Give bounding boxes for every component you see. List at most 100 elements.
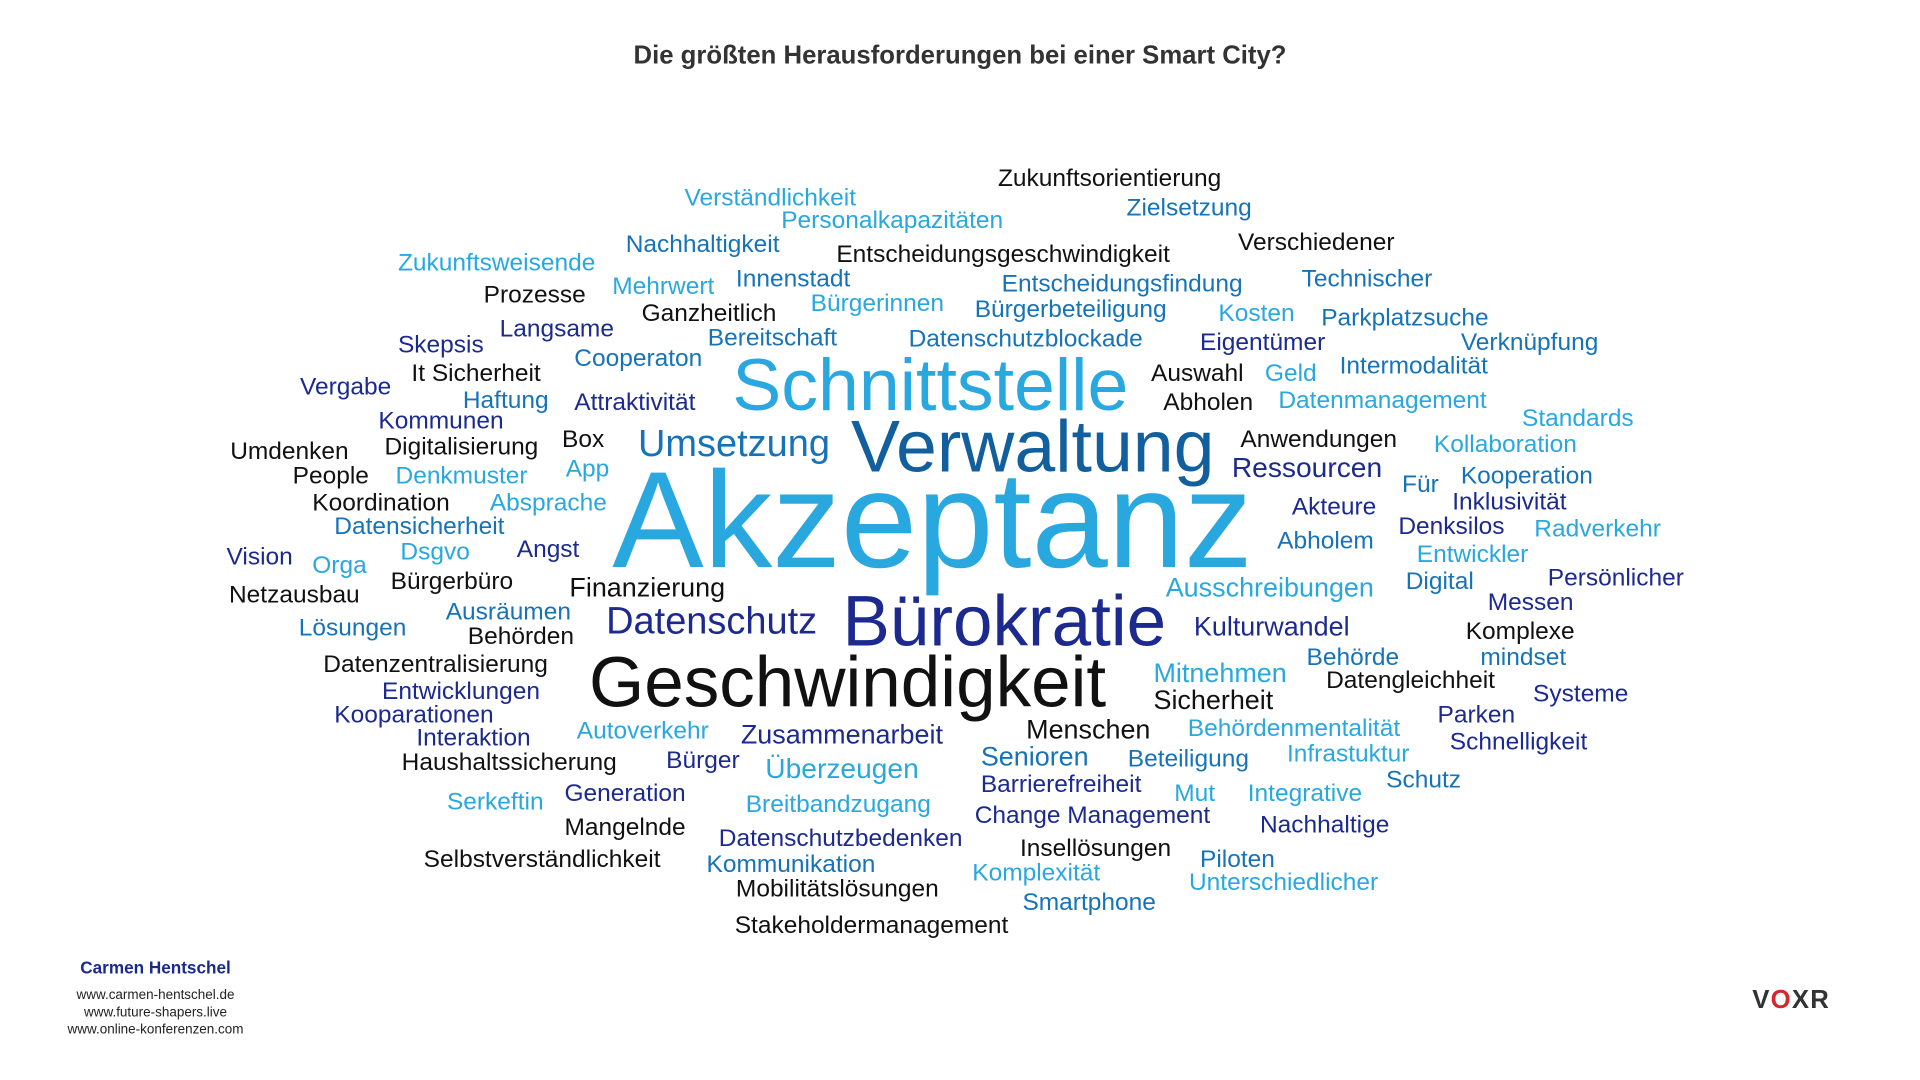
cloud-word: Interaktion — [416, 724, 531, 752]
cloud-word: Kosten — [1218, 300, 1295, 327]
cloud-word: Ressourcen — [1231, 451, 1383, 484]
cloud-word: Denkmuster — [395, 462, 528, 490]
cloud-word: Technischer — [1301, 265, 1433, 293]
cloud-word: Verknüpfung — [1460, 329, 1599, 357]
author-links: www.carmen-hentschel.de www.future-shape… — [0, 987, 311, 1038]
cloud-word: Nachhaltige — [1260, 811, 1390, 839]
cloud-word: mindset — [1480, 644, 1567, 672]
cloud-word: Barrierefreiheit — [980, 771, 1142, 799]
cloud-word: Generation — [564, 780, 686, 807]
cloud-word: Umdenken — [230, 438, 349, 466]
cloud-word: Digital — [1405, 568, 1474, 596]
cloud-word: Entwickler — [1416, 541, 1529, 569]
cloud-word: Haftung — [462, 386, 549, 414]
cloud-word: Denksilos — [1398, 513, 1505, 541]
cloud-word: Behörden — [467, 623, 574, 651]
cloud-word: Prozesse — [483, 281, 586, 309]
url-link[interactable]: www.future-shapers.live — [84, 1005, 228, 1021]
cloud-word: Anwendungen — [1240, 426, 1398, 454]
cloud-word: Entwicklungen — [382, 678, 540, 706]
cloud-word: Dsgvo — [400, 538, 470, 566]
cloud-word: Autoverkehr — [576, 717, 709, 745]
cloud-word: Bürgerbeteiligung — [974, 296, 1167, 324]
cloud-word: Kulturwandel — [1193, 611, 1350, 642]
cloud-word: Komplexität — [972, 859, 1101, 887]
cloud-word: Standards — [1522, 405, 1634, 433]
cloud-word: Kommunen — [378, 407, 504, 435]
cloud-word: Ganzheitlich — [641, 300, 777, 327]
cloud-word: Parken — [1437, 701, 1516, 729]
cloud-word: Kollaboration — [1433, 431, 1577, 458]
cloud-word: Entscheidungsfindung — [1001, 270, 1243, 298]
cloud-word: Digitalisierung — [384, 433, 539, 461]
cloud-word: Messen — [1487, 588, 1574, 616]
cloud-word: Sicherheit — [1153, 684, 1274, 716]
cloud-word: Nachhaltigkeit — [625, 231, 780, 259]
cloud-word: Menschen — [1026, 713, 1151, 745]
cloud-word: Datenzentralisierung — [323, 651, 548, 679]
cloud-word: Mobilitätslösungen — [735, 875, 939, 903]
cloud-word: Akzeptanz — [612, 443, 1253, 597]
cloud-word: Zusammenarbeit — [740, 718, 943, 750]
cloud-word: Umsetzung — [637, 421, 830, 465]
cloud-word: Haushaltssicherung — [401, 749, 617, 777]
cloud-word: Orga — [312, 552, 367, 580]
cloud-word: Entscheidungsgeschwindigkeit — [836, 241, 1170, 269]
cloud-word: Breitbandzugang — [745, 791, 931, 818]
cloud-word: Überzeugen — [765, 752, 919, 785]
cloud-word: Abholem — [1277, 527, 1374, 555]
cloud-word: Bürgerinnen — [810, 290, 945, 318]
voxr-logo: VOXR — [1752, 985, 1831, 1014]
cloud-word: Insellösungen — [1020, 835, 1172, 863]
cloud-word: Bürger — [666, 746, 740, 774]
cloud-word: Datenschutzblockade — [908, 325, 1143, 353]
cloud-word: Verschiedener — [1237, 228, 1395, 256]
cloud-word: Bereitschaft — [707, 324, 838, 352]
cloud-word: Zielsetzung — [1126, 194, 1252, 222]
cloud-word: Skepsis — [397, 331, 484, 359]
cloud-word: People — [292, 462, 369, 490]
author-name: Carmen Hentschel — [80, 957, 231, 978]
cloud-word: Smartphone — [1022, 888, 1156, 916]
cloud-word: Schnelligkeit — [1449, 728, 1588, 756]
cloud-word: Mitnehmen — [1153, 657, 1287, 689]
cloud-word: Geschwindigkeit — [588, 642, 1107, 723]
cloud-word: Datengleichheit — [1326, 667, 1495, 695]
cloud-word: Mut — [1174, 780, 1216, 807]
cloud-word: Personalkapazitäten — [781, 206, 1004, 234]
cloud-word: Komplexe — [1465, 618, 1575, 646]
cloud-word: Datensicherheit — [334, 513, 505, 541]
slide-title: Die größten Herausforderungen bei einer … — [633, 41, 1287, 70]
cloud-word: Parkplatzsuche — [1321, 304, 1489, 332]
cloud-word: Box — [562, 426, 605, 454]
cloud-word: Stakeholdermanagement — [734, 912, 1009, 940]
url-link[interactable]: www.carmen-hentschel.de — [76, 988, 235, 1003]
cloud-word: Abholen — [1163, 389, 1254, 417]
cloud-word: Akteure — [1291, 493, 1377, 521]
cloud-word: Datenmanagement — [1278, 386, 1487, 414]
cloud-word: Behörde — [1306, 644, 1400, 672]
cloud-word: Bürokratie — [842, 581, 1167, 662]
cloud-word: Ausschreibungen — [1165, 571, 1374, 603]
cloud-word: Integrative — [1247, 780, 1363, 807]
cloud-word: Langsame — [499, 315, 614, 343]
cloud-word: Verständlichkeit — [684, 184, 857, 212]
cloud-word: Inklusivität — [1452, 488, 1567, 516]
cloud-word: Kommunikation — [706, 851, 876, 878]
cloud-word: Radverkehr — [1534, 515, 1661, 543]
cloud-word: Intermodalität — [1339, 352, 1488, 380]
cloud-word: Kooperation — [1460, 462, 1593, 490]
cloud-word: Netzausbau — [228, 581, 360, 609]
cloud-word: Serkeftin — [446, 788, 544, 816]
cloud-word: Vergabe — [300, 373, 392, 401]
cloud-word: Mangelnde — [564, 814, 686, 842]
cloud-word: Piloten — [1200, 846, 1275, 874]
cloud-word: Senioren — [980, 740, 1089, 772]
cloud-word: Schutz — [1386, 766, 1462, 794]
url-link[interactable]: www.online-konferenzen.com — [67, 1022, 244, 1038]
cloud-word: Systeme — [1533, 680, 1629, 708]
cloud-word: Finanzierung — [569, 571, 726, 603]
cloud-word: Vision — [226, 543, 293, 571]
cloud-word: Datenschutzbedenken — [718, 825, 963, 853]
